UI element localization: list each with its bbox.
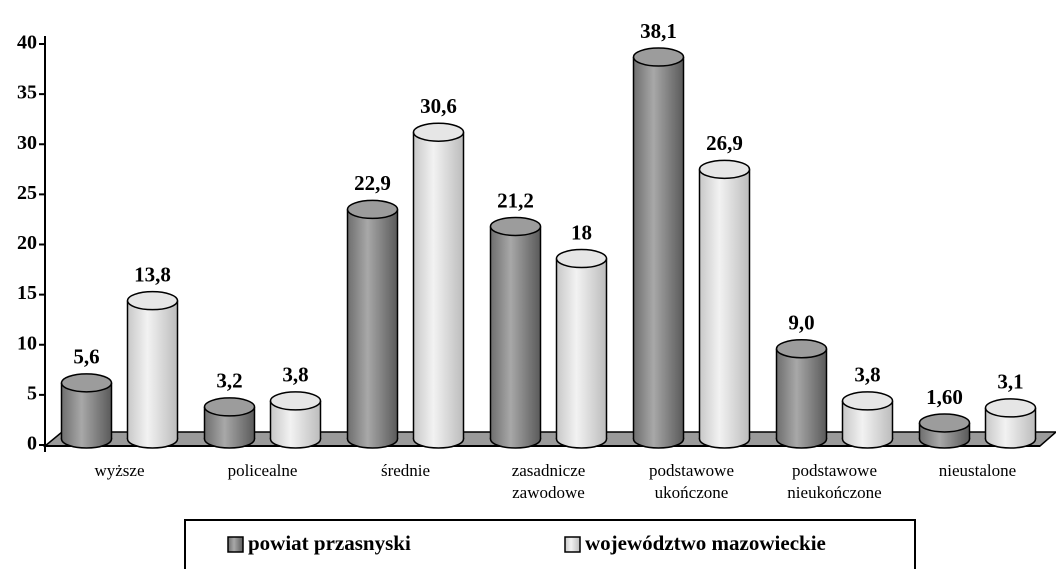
value-label: 1,60 — [926, 385, 963, 409]
bar-top — [489, 216, 542, 237]
y-tick-label: 5 — [27, 382, 37, 404]
x-tick-label: średnie — [381, 461, 430, 480]
x-tick-label: wyższe — [94, 461, 144, 480]
legend-label: powiat przasnyski — [248, 531, 411, 555]
y-tick-label: 30 — [17, 132, 37, 154]
value-label: 3,2 — [216, 369, 242, 393]
bar-top — [918, 413, 971, 433]
bar-top — [632, 47, 685, 67]
bar — [633, 57, 684, 440]
value-label: 30,6 — [420, 94, 457, 118]
bar — [776, 348, 827, 439]
bar-top — [203, 397, 256, 417]
y-tick-label: 0 — [27, 433, 37, 455]
legend-box — [184, 519, 916, 569]
y-tick-label: 25 — [17, 182, 37, 204]
legend-swatch — [227, 536, 244, 553]
bar — [699, 169, 750, 439]
y-tick-label: 20 — [17, 232, 37, 254]
bar — [127, 300, 178, 439]
x-tick-label: podstawowe ukończone — [649, 461, 734, 502]
value-label: 13,8 — [134, 262, 171, 286]
x-tick-label: nieustalone — [939, 461, 1016, 480]
bar-top — [775, 339, 828, 359]
y-tick-label: 40 — [17, 32, 37, 54]
y-tick-label: 35 — [17, 82, 37, 104]
legend-label: województwo mazowieckie — [585, 531, 826, 555]
value-label: 3,8 — [282, 363, 308, 387]
value-label: 9,0 — [788, 311, 814, 335]
bar-top — [346, 199, 399, 220]
bar-top — [269, 391, 322, 411]
x-tick-label: podstawowe nieukończone — [787, 461, 881, 502]
y-tick-label: 10 — [17, 332, 37, 354]
legend-swatch — [564, 536, 581, 553]
value-label: 38,1 — [640, 19, 677, 43]
bar-top — [698, 159, 751, 180]
value-label: 18 — [571, 220, 592, 244]
bar-top — [412, 122, 465, 142]
bar — [413, 132, 464, 440]
bar-top — [126, 290, 179, 311]
bar-top — [984, 398, 1037, 418]
floor — [42, 431, 1056, 447]
value-label: 5,6 — [73, 345, 99, 369]
value-label: 3,1 — [997, 370, 1023, 394]
x-tick-label: zasadnicze zawodowe — [512, 461, 586, 502]
x-tick-label: policealne — [228, 461, 298, 480]
value-label: 26,9 — [706, 131, 743, 155]
y-tick-label: 15 — [17, 282, 37, 304]
value-label: 22,9 — [354, 171, 391, 195]
bar-top — [60, 373, 113, 393]
value-label: 21,2 — [497, 188, 534, 212]
bar-top — [841, 391, 894, 411]
bar-top — [555, 248, 608, 269]
value-label: 3,8 — [854, 363, 880, 387]
bar — [490, 226, 541, 439]
bar — [556, 258, 607, 439]
bar — [347, 209, 398, 439]
